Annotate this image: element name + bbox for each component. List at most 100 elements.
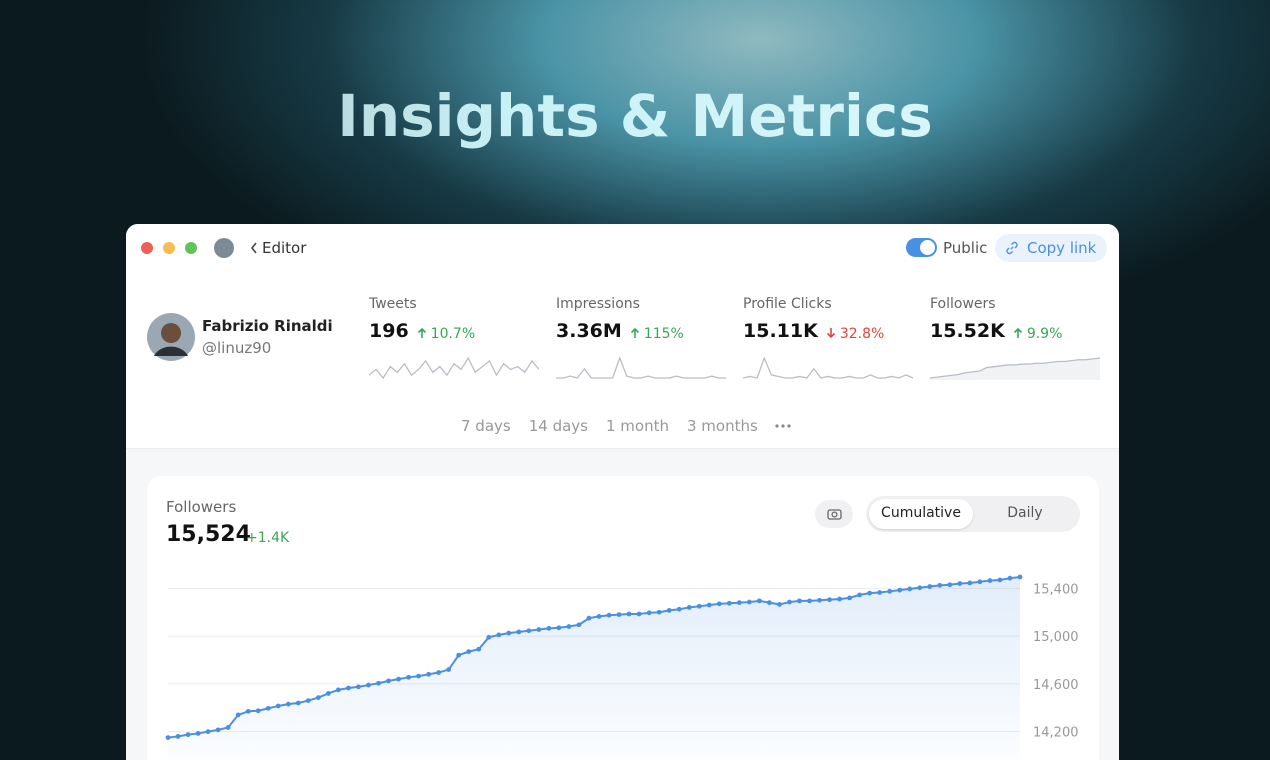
chart: 14,200 14,600 15,000 15,400	[165, 574, 1079, 760]
avatar-small	[214, 238, 234, 258]
range-tab[interactable]: 3 months	[686, 417, 758, 435]
point	[396, 676, 401, 682]
sparkline	[556, 356, 726, 379]
stat-change: 32.8%	[839, 326, 885, 342]
sparkline-line	[930, 357, 1100, 379]
point	[516, 629, 522, 635]
window-controls	[141, 238, 257, 258]
chart-card: Followers 15,524 +1.4K Cumulative Daily 1…	[147, 476, 1099, 760]
range-tab[interactable]: 1 month	[605, 417, 669, 435]
point	[897, 587, 903, 593]
stat-value: 15.11K	[743, 320, 818, 342]
snapshot-button[interactable]	[815, 500, 853, 528]
point	[997, 577, 1003, 583]
point	[807, 598, 812, 604]
y-tick-label: 15,000	[1033, 630, 1079, 645]
point	[265, 705, 271, 711]
profile-handle: @linuz90	[202, 339, 272, 357]
arrow-shape	[630, 327, 639, 338]
stat-change: 115%	[643, 326, 684, 342]
point	[526, 628, 532, 634]
point	[1007, 575, 1013, 581]
point	[165, 735, 171, 741]
toggle[interactable]	[906, 237, 938, 259]
point	[215, 727, 221, 733]
point	[686, 605, 692, 610]
point	[456, 652, 462, 658]
point	[325, 691, 331, 696]
arrow-shape	[826, 328, 835, 339]
trend-arrow	[630, 327, 639, 338]
point	[546, 625, 552, 631]
more-icon[interactable]	[774, 422, 794, 430]
point	[927, 584, 933, 589]
point	[907, 586, 913, 592]
range-tab[interactable]: 7 days	[461, 417, 511, 435]
back-link[interactable]: Editor	[262, 239, 307, 257]
camera-icon	[827, 509, 842, 520]
point	[606, 612, 612, 618]
point	[987, 578, 993, 583]
mode-label: Daily	[1007, 505, 1043, 521]
profile-name: Fabrizio Rinaldi	[202, 317, 333, 335]
sparkline-area	[930, 358, 1100, 380]
point	[857, 592, 863, 598]
point	[837, 596, 842, 602]
minimize-dot[interactable]	[163, 242, 175, 254]
point	[646, 610, 652, 616]
sparkline	[369, 356, 539, 380]
stat-change: 9.9%	[1026, 326, 1063, 342]
stat-change: 10.7%	[430, 326, 476, 342]
point	[275, 703, 281, 709]
point	[947, 582, 953, 588]
range-tab[interactable]: 14 days	[528, 417, 588, 435]
point	[746, 599, 752, 605]
point	[656, 609, 662, 615]
point	[736, 600, 742, 606]
point	[245, 708, 251, 714]
point	[616, 612, 622, 618]
point	[536, 627, 542, 632]
mode-label: Cumulative	[881, 505, 961, 521]
point	[305, 698, 311, 703]
back-icon	[250, 242, 257, 254]
mode-tab[interactable]: Daily	[973, 499, 1077, 529]
point	[767, 600, 772, 606]
mode-tab[interactable]: Cumulative	[869, 499, 973, 529]
arrow-shape	[417, 327, 426, 338]
point	[787, 599, 792, 605]
window: Editor Public Copy link Fabrizio Rinaldi…	[126, 224, 1119, 760]
point	[195, 731, 201, 736]
point	[877, 590, 883, 595]
point	[636, 611, 642, 617]
point	[416, 673, 421, 679]
point	[436, 670, 442, 675]
point	[476, 646, 482, 652]
point	[406, 674, 411, 680]
visibility-label: Public	[943, 239, 988, 257]
point	[225, 725, 231, 730]
point	[666, 608, 672, 613]
close-dot[interactable]	[141, 242, 153, 254]
chart-title: Followers	[166, 498, 237, 516]
point	[586, 615, 592, 621]
point	[506, 630, 512, 636]
point	[756, 598, 762, 604]
point	[827, 597, 832, 603]
sparkline-line	[556, 356, 726, 379]
stat-value: 196	[369, 320, 409, 342]
maximize-dot[interactable]	[185, 242, 197, 254]
chart-total: 15,524	[166, 522, 251, 547]
point	[696, 603, 702, 609]
stat-value: 3.36M	[556, 320, 622, 342]
point	[887, 588, 893, 594]
trend-arrow	[417, 327, 426, 338]
point	[967, 580, 973, 586]
area	[168, 576, 1020, 760]
copy-link-button[interactable]: Copy link	[995, 234, 1107, 262]
point	[556, 625, 562, 631]
point	[596, 613, 602, 619]
header-panel: Editor Public Copy link Fabrizio Rinaldi…	[126, 224, 1119, 449]
point	[336, 687, 341, 693]
